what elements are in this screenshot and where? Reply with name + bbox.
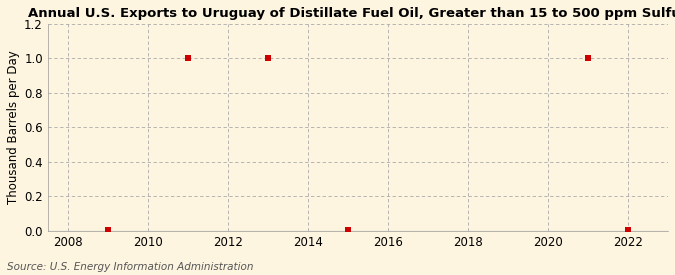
Point	[103, 228, 113, 233]
Point	[622, 228, 633, 233]
Point	[583, 56, 593, 60]
Y-axis label: Thousand Barrels per Day: Thousand Barrels per Day	[7, 51, 20, 204]
Point	[182, 56, 193, 60]
Title: Annual U.S. Exports to Uruguay of Distillate Fuel Oil, Greater than 15 to 500 pp: Annual U.S. Exports to Uruguay of Distil…	[28, 7, 675, 20]
Text: Source: U.S. Energy Information Administration: Source: U.S. Energy Information Administ…	[7, 262, 253, 272]
Point	[263, 56, 273, 60]
Point	[342, 228, 353, 233]
